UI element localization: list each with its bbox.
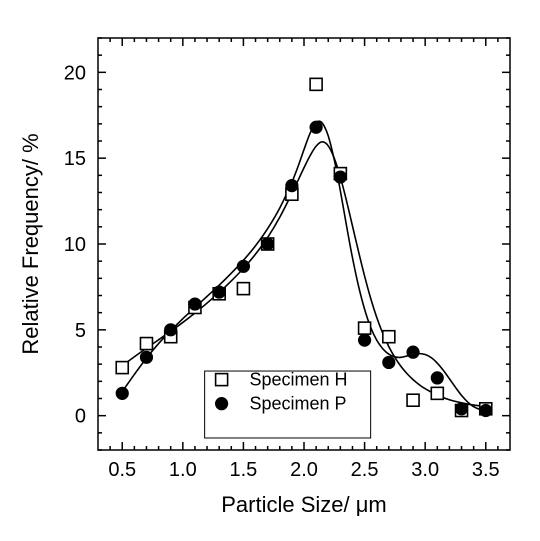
svg-text:1.5: 1.5 [230, 459, 258, 481]
svg-text:15: 15 [64, 148, 86, 170]
svg-text:1.0: 1.0 [169, 459, 197, 481]
legend-label-P: Specimen P [249, 394, 346, 414]
svg-text:2.5: 2.5 [351, 459, 379, 481]
svg-text:5: 5 [75, 320, 86, 342]
svg-text:3.0: 3.0 [411, 459, 439, 481]
svg-text:0: 0 [75, 406, 86, 428]
svg-text:0.5: 0.5 [108, 459, 136, 481]
legend-label-H: Specimen H [249, 370, 347, 390]
svg-text:3.5: 3.5 [472, 459, 500, 481]
x-axis-title: Particle Size/ μm [221, 492, 387, 517]
svg-text:20: 20 [64, 62, 86, 84]
svg-text:10: 10 [64, 234, 86, 256]
y-axis-title: Relative Frequency/ % [18, 133, 43, 354]
svg-text:2.0: 2.0 [290, 459, 318, 481]
